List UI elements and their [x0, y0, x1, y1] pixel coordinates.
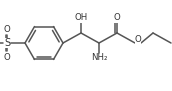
Text: O: O	[4, 53, 10, 62]
Text: O: O	[4, 24, 10, 33]
Text: S: S	[4, 38, 10, 48]
Text: O: O	[135, 35, 141, 44]
Text: NH₂: NH₂	[91, 54, 107, 63]
Text: O: O	[114, 13, 120, 22]
Text: OH: OH	[74, 13, 88, 22]
